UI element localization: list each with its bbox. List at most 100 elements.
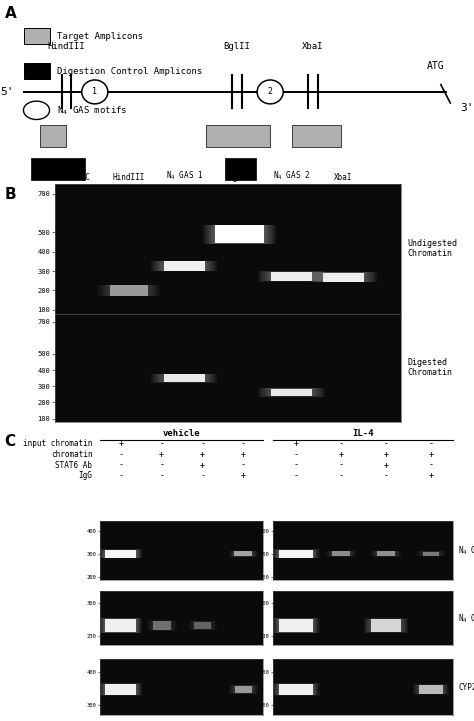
Text: -: -	[200, 439, 205, 448]
Bar	[418, 685, 444, 694]
Text: IL-4: IL-4	[352, 429, 374, 438]
Text: Digested
Chromatin: Digested Chromatin	[408, 358, 453, 377]
Text: N$_4$ GAS motifs: N$_4$ GAS motifs	[57, 104, 128, 117]
Bar	[211, 225, 268, 244]
Bar	[192, 622, 213, 629]
Bar	[419, 552, 442, 556]
Bar	[366, 619, 406, 632]
Bar	[104, 684, 137, 695]
Text: 1: 1	[92, 87, 97, 97]
Text: IgG: IgG	[79, 472, 92, 480]
Bar	[103, 684, 138, 695]
Bar	[273, 549, 319, 558]
Text: N$_4$ GAS 1: N$_4$ GAS 1	[165, 169, 203, 182]
Bar	[203, 224, 276, 244]
Bar	[319, 273, 368, 282]
Bar	[275, 619, 316, 633]
Text: -: -	[118, 461, 123, 469]
Bar	[278, 550, 314, 557]
Text: 3': 3'	[460, 104, 473, 113]
Bar	[153, 261, 215, 271]
Text: -: -	[338, 472, 344, 480]
Text: -: -	[428, 461, 434, 469]
Text: -: -	[383, 472, 389, 480]
Bar	[278, 619, 314, 632]
Bar	[417, 685, 445, 694]
Bar	[157, 261, 211, 271]
Bar	[162, 374, 207, 382]
Bar	[273, 684, 319, 696]
Text: input chromatin: input chromatin	[23, 439, 92, 448]
Bar	[100, 684, 141, 695]
Bar	[264, 272, 319, 281]
Bar	[153, 622, 171, 629]
Text: +: +	[383, 450, 389, 459]
Bar	[332, 552, 350, 556]
Text: N$_4$ GAS 2: N$_4$ GAS 2	[273, 169, 310, 182]
Bar	[417, 551, 446, 557]
Text: -: -	[338, 439, 344, 448]
Bar	[102, 684, 139, 695]
Text: +: +	[428, 472, 434, 480]
Bar	[372, 551, 401, 557]
Bar	[230, 685, 256, 694]
Text: B: B	[5, 187, 17, 203]
Text: BglII: BglII	[224, 43, 250, 51]
Bar	[148, 620, 175, 631]
Bar	[371, 619, 401, 632]
Bar	[102, 619, 139, 633]
Bar	[278, 684, 314, 695]
Bar	[374, 551, 398, 557]
Bar	[100, 549, 142, 558]
Bar	[274, 549, 318, 558]
Bar	[151, 261, 218, 272]
Bar	[260, 388, 323, 397]
Bar	[159, 374, 209, 382]
Bar	[234, 686, 253, 693]
Bar	[207, 225, 272, 244]
Bar	[277, 684, 315, 695]
Bar	[279, 684, 313, 695]
Text: -: -	[338, 461, 344, 469]
Text: -: -	[200, 472, 205, 480]
Bar	[98, 285, 160, 296]
Text: C: C	[5, 434, 16, 449]
Bar	[271, 272, 312, 281]
Bar	[232, 686, 255, 694]
Text: XbaI: XbaI	[302, 43, 324, 51]
Bar	[414, 684, 448, 694]
Bar	[215, 225, 264, 244]
Text: BglII: BglII	[228, 173, 251, 182]
Bar	[423, 552, 439, 556]
Bar	[370, 619, 402, 632]
Text: +: +	[159, 450, 164, 459]
Text: Digestion Control Amplicons: Digestion Control Amplicons	[57, 67, 202, 76]
Bar	[104, 285, 154, 296]
Bar	[273, 618, 319, 633]
Text: +: +	[293, 439, 299, 448]
Text: Undigested
Chromatin: Undigested Chromatin	[408, 239, 457, 258]
Bar	[100, 618, 142, 633]
Bar	[231, 685, 255, 694]
Text: STAT6 Ab: STAT6 Ab	[55, 461, 92, 469]
Bar	[155, 374, 213, 383]
Bar	[418, 551, 445, 557]
Bar	[323, 273, 364, 282]
Text: -: -	[241, 461, 246, 469]
Bar	[100, 549, 141, 558]
Bar	[274, 618, 318, 633]
Bar	[104, 550, 137, 557]
Text: A: A	[5, 6, 17, 20]
Text: +: +	[200, 450, 205, 459]
Bar	[371, 551, 401, 557]
Bar	[229, 551, 257, 557]
Bar	[422, 552, 440, 556]
Bar	[157, 374, 211, 382]
Bar	[194, 622, 211, 629]
Text: 5': 5'	[1, 87, 14, 97]
Bar	[229, 685, 257, 694]
Bar	[150, 621, 173, 630]
Text: HindIII: HindIII	[47, 43, 85, 51]
Ellipse shape	[82, 80, 108, 104]
Bar	[233, 686, 254, 694]
